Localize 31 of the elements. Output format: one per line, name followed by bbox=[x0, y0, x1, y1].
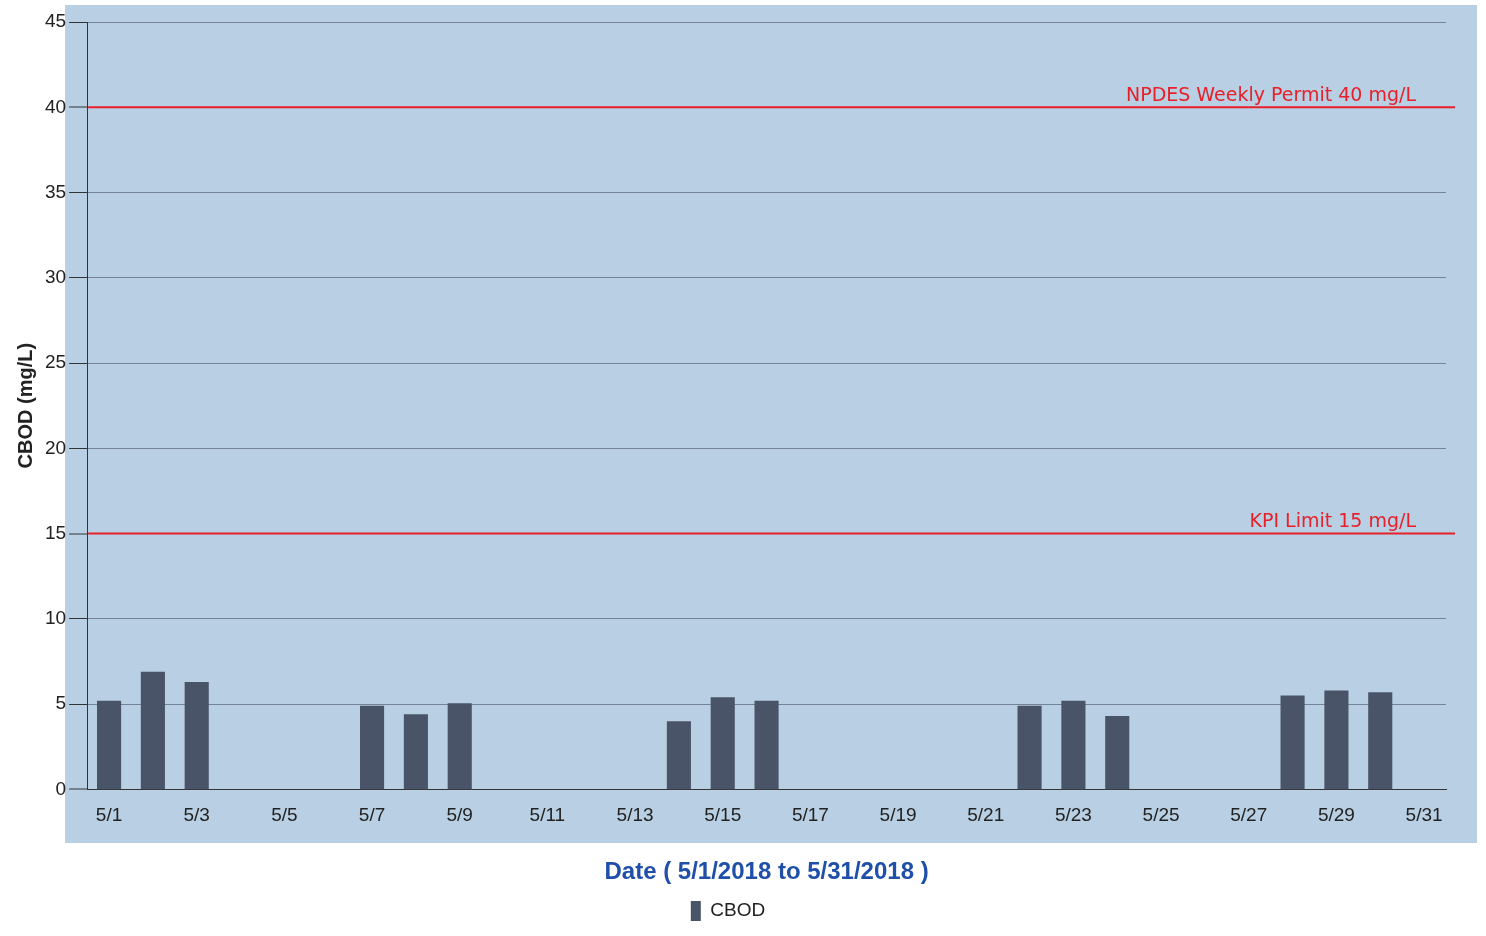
ref-line-label: KPI Limit 15 mg/L bbox=[1249, 509, 1417, 532]
x-tick-label: 5/3 bbox=[183, 804, 210, 826]
y-tick-label: 10 bbox=[44, 607, 67, 629]
x-tick-label: 5/25 bbox=[1142, 804, 1180, 826]
x-tick-label: 5/5 bbox=[271, 804, 298, 826]
x-tick-label: 5/23 bbox=[1054, 804, 1092, 826]
x-tick-label: 5/21 bbox=[967, 804, 1005, 826]
y-tick-label: 0 bbox=[55, 777, 67, 799]
x-tick-label: 5/15 bbox=[704, 804, 742, 826]
x-tick-label: 5/1 bbox=[95, 804, 123, 826]
y-tick-label: 5 bbox=[55, 692, 67, 714]
x-tick-label: 5/13 bbox=[616, 804, 654, 826]
y-tick-label: 15 bbox=[44, 521, 67, 543]
x-tick-label: 5/19 bbox=[879, 804, 917, 826]
x-tick-label: 5/29 bbox=[1317, 804, 1355, 826]
y-tick-label: 20 bbox=[44, 436, 67, 458]
y-tick-label: 35 bbox=[44, 180, 67, 202]
legend-label: CBOD bbox=[710, 899, 766, 921]
y-tick-label: 30 bbox=[44, 266, 67, 288]
ref-line-label: NPDES Weekly Permit 40 mg/L bbox=[1125, 82, 1417, 105]
x-tick-label: 5/31 bbox=[1405, 804, 1443, 826]
x-tick-label: 5/9 bbox=[446, 804, 473, 826]
y-axis-title: CBOD (mg/L) bbox=[13, 342, 36, 469]
y-tick-label: 25 bbox=[44, 351, 67, 373]
y-tick-label: 40 bbox=[44, 95, 67, 117]
x-axis-title: Date ( 5/1/2018 to 5/31/2018 ) bbox=[604, 857, 929, 885]
x-tick-label: 5/17 bbox=[791, 804, 829, 826]
x-tick-label: 5/27 bbox=[1230, 804, 1268, 826]
y-tick-label: 45 bbox=[44, 10, 67, 32]
x-tick-label: 5/11 bbox=[529, 804, 566, 826]
x-tick-label: 5/7 bbox=[358, 804, 386, 826]
